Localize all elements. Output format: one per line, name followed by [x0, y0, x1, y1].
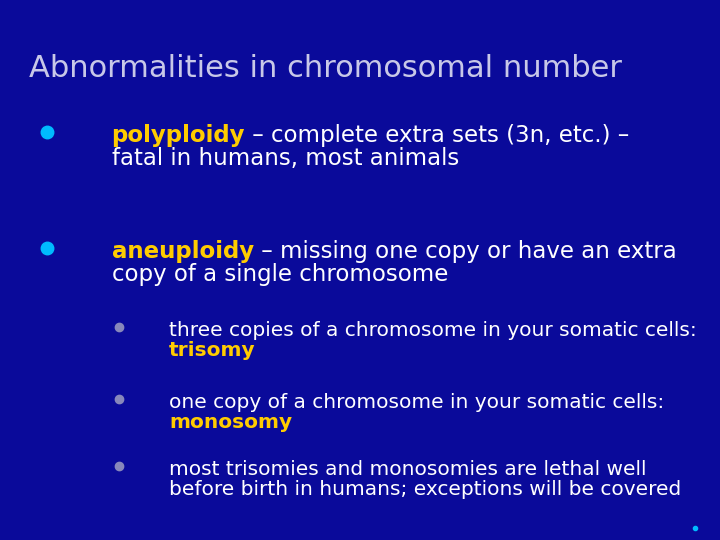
Text: before birth in humans; exceptions will be covered: before birth in humans; exceptions will …: [169, 480, 681, 498]
Text: copy of a single chromosome: copy of a single chromosome: [112, 264, 448, 286]
Text: trisomy: trisomy: [169, 341, 256, 360]
Text: aneuploidy: aneuploidy: [112, 240, 253, 264]
Text: polyploidy: polyploidy: [112, 124, 245, 147]
Text: monosomy: monosomy: [169, 413, 292, 431]
Text: three copies of a chromosome in your somatic cells:: three copies of a chromosome in your som…: [169, 321, 697, 340]
Text: fatal in humans, most animals: fatal in humans, most animals: [112, 147, 459, 170]
Text: most trisomies and monosomies are lethal well: most trisomies and monosomies are lethal…: [169, 460, 647, 479]
Text: one copy of a chromosome in your somatic cells:: one copy of a chromosome in your somatic…: [169, 393, 665, 412]
Text: – missing one copy or have an extra: – missing one copy or have an extra: [253, 240, 677, 264]
Text: – complete extra sets (3n, etc.) –: – complete extra sets (3n, etc.) –: [245, 124, 629, 147]
Text: Abnormalities in chromosomal number: Abnormalities in chromosomal number: [29, 54, 622, 83]
